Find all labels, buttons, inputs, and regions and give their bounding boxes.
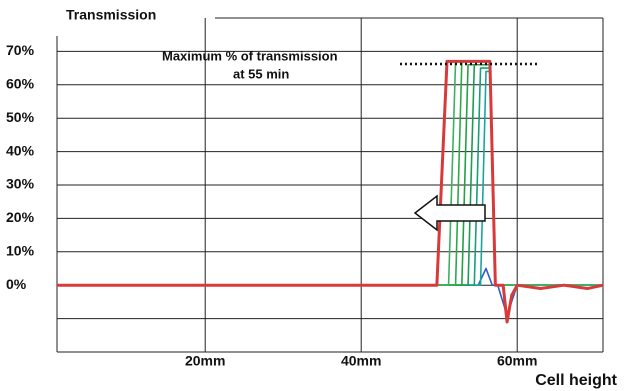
x-tick-label: 40mm <box>341 353 381 369</box>
y-tick-label: 30% <box>6 176 35 192</box>
chart-title: Transmission <box>66 7 156 23</box>
x-tick-label: 60mm <box>497 353 537 369</box>
series-line <box>376 267 603 317</box>
annotation: at 55 min <box>233 66 289 81</box>
annotation: Maximum % of transmission <box>162 48 338 63</box>
plot: 0% 10% 20% 30% 40% 50% 60% 70% 20mm 40mm 60mm <box>6 18 604 369</box>
y-tick-label: 10% <box>6 243 35 259</box>
y-tick-label: 40% <box>6 142 35 158</box>
y-tick-label: 70% <box>6 42 35 58</box>
y-tick-label: 50% <box>6 109 35 125</box>
y-tick-label: 20% <box>6 209 35 225</box>
direction-arrow <box>413 194 486 232</box>
x-tick-label: 20mm <box>185 353 225 369</box>
y-tick-label: 0% <box>6 276 27 292</box>
series-line <box>57 59 604 324</box>
x-axis-label: Cell height <box>535 372 617 389</box>
y-tick-label: 60% <box>6 76 35 92</box>
